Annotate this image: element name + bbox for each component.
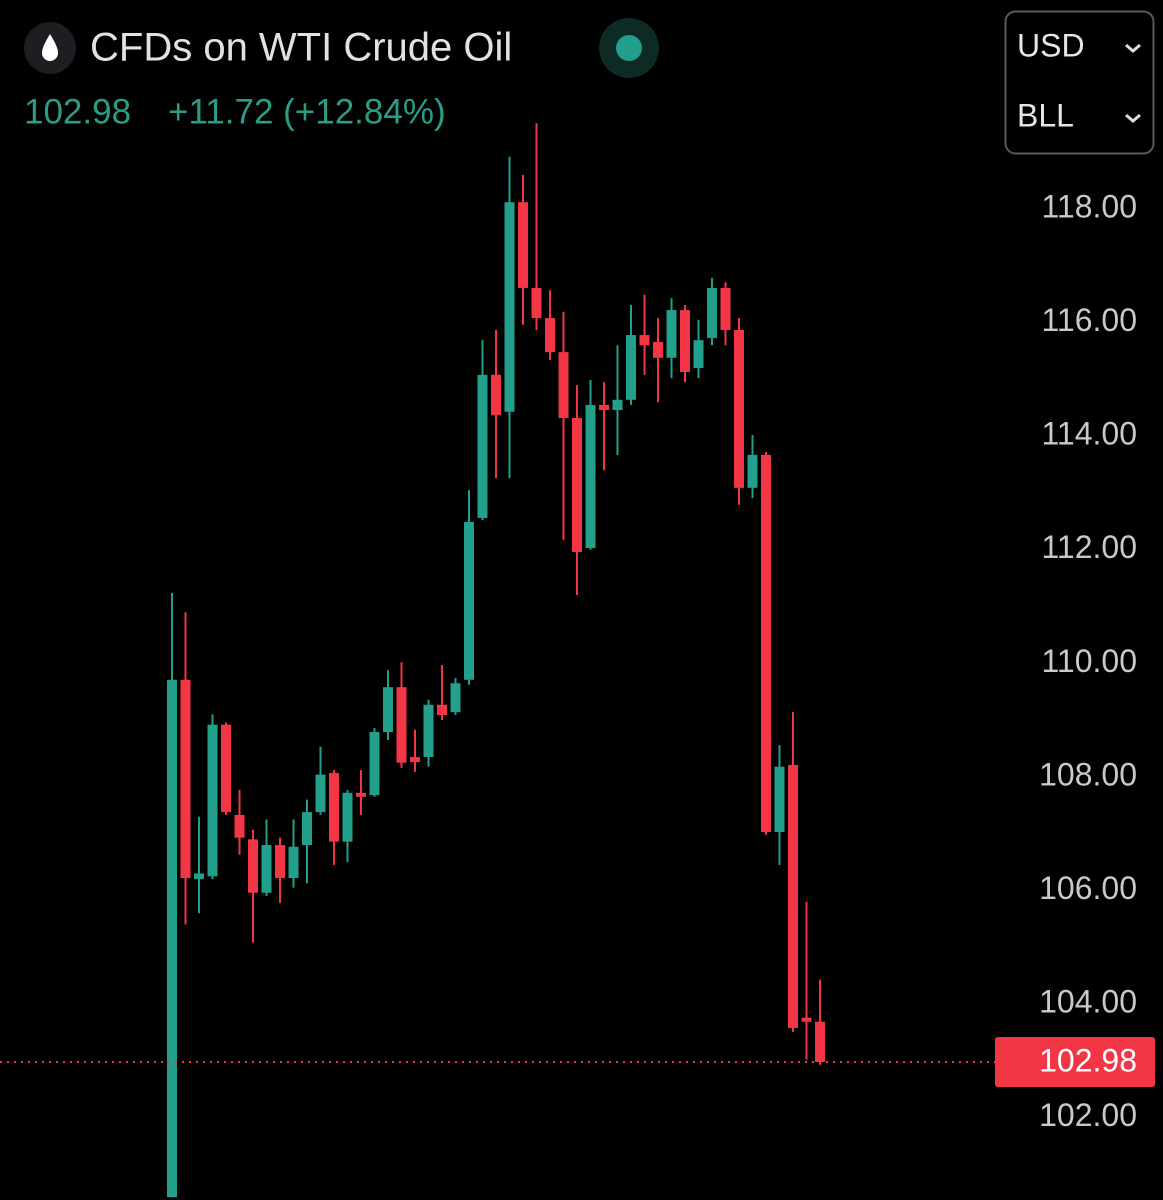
candle-body: [761, 454, 771, 832]
candle-body: [612, 399, 623, 411]
candle-body: [302, 812, 312, 846]
y-tick-label: 108.00: [1039, 756, 1137, 792]
candle-body: [356, 792, 366, 797]
chevron: [1125, 43, 1141, 53]
currency-select[interactable]: USD: [1017, 27, 1085, 63]
candle-body: [585, 404, 596, 549]
candle-body: [234, 814, 245, 838]
candle-body: [504, 202, 515, 412]
candle-body: [410, 757, 420, 763]
y-tick-label: 110.00: [1042, 643, 1138, 679]
y-tick-label: 118.00: [1042, 188, 1138, 224]
drop-icon: [42, 34, 58, 61]
candle-body: [464, 521, 474, 680]
candle-body: [653, 341, 663, 358]
candle-body: [437, 704, 447, 716]
unit-select[interactable]: BLL: [1017, 97, 1074, 133]
candle-body: [180, 679, 191, 878]
candle-body: [383, 687, 393, 733]
y-tick-label: 116.00: [1042, 302, 1138, 338]
candle-body: [707, 287, 717, 338]
candle-body: [774, 766, 785, 832]
candle-body: [261, 845, 272, 893]
y-tick-label: 112.00: [1042, 529, 1138, 565]
candle-body: [248, 839, 258, 893]
candle-body: [207, 724, 218, 877]
candle-body: [329, 772, 339, 842]
chart-title: CFDs on WTI Crude Oil: [90, 26, 512, 70]
candle-body: [450, 683, 461, 713]
candle-body: [477, 374, 488, 518]
candle-body: [639, 335, 650, 346]
candle-body: [531, 287, 542, 319]
candle-body: [734, 329, 744, 488]
candle-body: [666, 310, 677, 358]
candle-body: [221, 724, 231, 813]
candle-body: [572, 417, 582, 553]
header: CFDs on WTI Crude Oil 102.98 +11.72 (+12…: [24, 18, 659, 131]
selectors[interactable]: USD BLL: [1004, 10, 1155, 155]
candle-body: [558, 352, 569, 418]
candle-body: [194, 873, 204, 880]
y-tick-label: 102.00: [1039, 1097, 1137, 1133]
candle-body: [342, 792, 353, 842]
y-tick-label: 104.00: [1039, 984, 1137, 1020]
price-change: +11.72 (+12.84%): [168, 92, 446, 131]
status-dot: [616, 35, 642, 61]
candle-body: [491, 374, 501, 416]
candle-body: [788, 764, 798, 1028]
candle-body: [369, 732, 380, 796]
y-tick-label: 106.00: [1039, 870, 1137, 906]
candle-body: [423, 704, 434, 758]
candle-body: [801, 1017, 812, 1022]
candle-body: [720, 287, 731, 330]
candle-body: [693, 340, 704, 369]
candle-body: [545, 318, 555, 353]
last-price-label: 102.98: [1039, 1042, 1137, 1078]
candle-body: [167, 679, 177, 1198]
candle-body: [680, 310, 690, 372]
candle-body: [518, 202, 528, 288]
y-tick-label: 114.00: [1042, 416, 1138, 452]
selector-box: [1004, 10, 1155, 155]
candle-body: [747, 454, 758, 488]
candle-body: [396, 687, 407, 763]
price: 102.98: [24, 92, 131, 131]
candle-body: [815, 1021, 825, 1062]
candle-body: [275, 845, 285, 878]
candle-body: [599, 404, 609, 411]
last-price-tag: [995, 1036, 1155, 1087]
candle-body: [626, 335, 636, 400]
chevron: [1125, 113, 1141, 123]
candle-body: [288, 846, 299, 878]
candle-body: [315, 774, 326, 813]
